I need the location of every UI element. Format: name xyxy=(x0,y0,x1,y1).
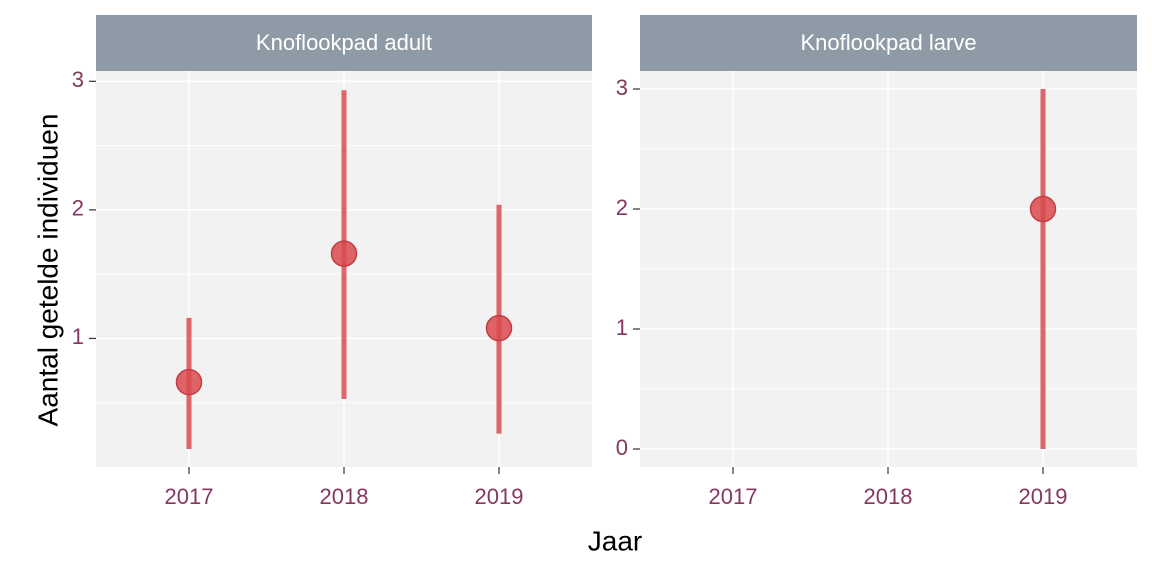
x-tick-label: 2019 xyxy=(475,484,524,509)
y-tick-label: 1 xyxy=(72,324,84,349)
x-tick-label: 2017 xyxy=(709,484,758,509)
y-tick-label: 3 xyxy=(72,67,84,92)
data-point xyxy=(1029,195,1057,223)
facet-strip-title: Knoflookpad larve xyxy=(800,30,976,55)
data-point xyxy=(330,240,358,267)
y-tick-label: 2 xyxy=(616,195,628,220)
x-tick-label: 2018 xyxy=(320,484,369,509)
y-tick-label: 3 xyxy=(616,75,628,100)
x-axis-title: Jaar xyxy=(588,525,642,556)
x-tick-label: 2017 xyxy=(165,484,214,509)
y-tick-label: 2 xyxy=(72,196,84,221)
x-tick-label: 2018 xyxy=(864,484,913,509)
facet-strip xyxy=(640,15,1137,71)
x-tick-label: 2019 xyxy=(1019,484,1068,509)
facet-strip-title: Knoflookpad adult xyxy=(256,30,432,55)
y-tick-label: 0 xyxy=(616,435,628,460)
data-point xyxy=(175,368,203,396)
facet-panel-1: Knoflookpad adult 1 2 3 2017 2018 2019 xyxy=(72,15,592,509)
data-point xyxy=(485,314,513,342)
facet-strip xyxy=(96,15,592,71)
facet-panel-2: Knoflookpad larve 0 1 2 3 2017 2018 2019 xyxy=(616,15,1137,509)
y-axis-title: Aantal getelde individuen xyxy=(32,114,63,427)
y-tick-label: 1 xyxy=(616,315,628,340)
